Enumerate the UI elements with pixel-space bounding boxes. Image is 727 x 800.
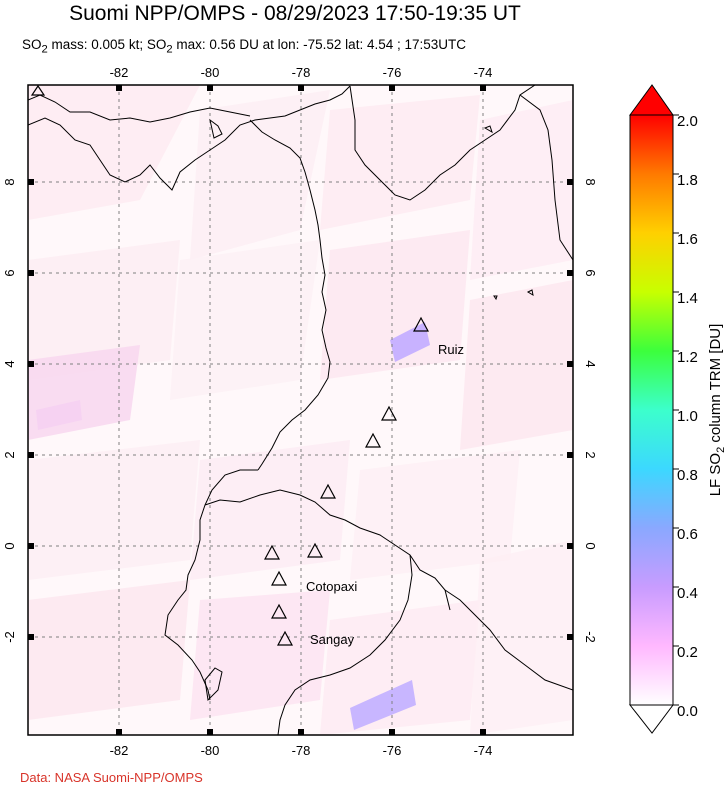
lon-tick-label: -80 — [201, 65, 220, 80]
colorbar-gradient — [629, 114, 674, 706]
volcano-marker — [306, 542, 324, 558]
axis-tick-marks — [28, 85, 573, 735]
colorbar-label-text: column TRM [DU] — [707, 324, 724, 447]
colorbar-label: LF SO2 column TRM [DU] — [707, 324, 727, 497]
volcano-marker — [319, 483, 337, 499]
volcano-marker — [380, 405, 398, 421]
lat-tick-label: 2 — [583, 451, 598, 458]
lon-tick-label: -78 — [292, 65, 311, 80]
lat-tick-label: 8 — [2, 178, 17, 185]
colorbar-tick-label: 0.0 — [677, 703, 698, 720]
so2-swath-south — [350, 680, 416, 730]
volcano-marker-ruiz — [412, 316, 430, 332]
colorbar-tick-label: 1.0 — [677, 408, 698, 425]
volcano-marker-cotopaxi — [270, 570, 288, 586]
so2-swath-west — [36, 400, 82, 430]
lon-tick-label: -76 — [383, 65, 402, 80]
lat-tick-label: 2 — [2, 451, 17, 458]
subtitle-subscript: 2 — [166, 43, 173, 56]
colorbar-tick-label: 1.4 — [677, 290, 698, 307]
lat-labels-left: 8 6 4 2 0 -2 — [2, 178, 17, 642]
lon-tick-label: -78 — [292, 743, 311, 758]
lon-tick-label: -82 — [110, 743, 129, 758]
volcano-marker-sangay — [276, 630, 294, 646]
colorbar-tick-label: 0.6 — [677, 526, 698, 543]
colorbar-tick-label: 0.4 — [677, 585, 698, 602]
map-grid — [28, 85, 573, 735]
colorbar-tick-labels: 2.0 1.8 1.6 1.4 1.2 1.0 0.8 0.6 0.4 0.2 … — [677, 113, 698, 720]
volcano-label-sangay: Sangay — [310, 632, 355, 647]
volcano-markers — [30, 84, 430, 646]
lon-labels-bottom: -82 -80 -78 -76 -74 — [110, 743, 493, 758]
lon-tick-label: -76 — [383, 743, 402, 758]
colorbar: 2.0 1.8 1.6 1.4 1.2 1.0 0.8 0.6 0.4 0.2 … — [628, 84, 727, 734]
map-title: Suomi NPP/OMPS - 08/29/2023 17:50-19:35 … — [69, 2, 521, 25]
lat-tick-label: -2 — [583, 631, 598, 643]
subtitle-text: max: 0.56 DU at lon: -75.52 lat: 4.54 ; … — [172, 37, 466, 52]
colorbar-label-subscript: 2 — [715, 447, 727, 453]
map-panel: Ruiz Cotopaxi Sangay — [27, 84, 574, 736]
colorbar-tick-label: 1.2 — [677, 349, 698, 366]
volcano-marker — [263, 544, 281, 560]
lat-tick-label: 6 — [583, 269, 598, 276]
coastlines — [28, 85, 573, 735]
so2-highlight-swaths — [36, 322, 430, 730]
colorbar-tick-label: 0.8 — [677, 467, 698, 484]
lat-tick-label: 4 — [583, 360, 598, 367]
colorbar-label-text: LF SO — [707, 453, 724, 496]
subtitle-subscript: 2 — [41, 43, 48, 56]
data-credit: Data: NASA Suomi-NPP/OMPS — [20, 770, 203, 785]
lon-tick-label: -74 — [474, 65, 493, 80]
lon-labels-top: -82 -80 -78 -76 -74 — [110, 65, 493, 80]
lat-tick-label: 4 — [2, 360, 17, 367]
lat-tick-label: 8 — [583, 178, 598, 185]
lon-tick-label: -82 — [110, 65, 129, 80]
colorbar-top-arrow — [629, 84, 674, 116]
colorbar-tick-label: 0.2 — [677, 644, 698, 661]
colorbar-bottom-arrow — [628, 704, 674, 734]
volcano-marker — [30, 84, 46, 96]
so2-swath-ruiz — [390, 322, 430, 362]
colorbar-tick-label: 2.0 — [677, 113, 698, 130]
colorbar-tick-label: 1.8 — [677, 172, 698, 189]
lat-tick-label: 6 — [2, 269, 17, 276]
lat-tick-label: 0 — [2, 542, 17, 549]
lat-labels-right: 8 6 4 2 0 -2 — [583, 178, 598, 642]
subtitle-text: mass: 0.005 kt; SO — [47, 37, 167, 52]
lat-tick-label: -2 — [2, 631, 17, 643]
map-subtitle: SO2 mass: 0.005 kt; SO2 max: 0.56 DU at … — [22, 37, 466, 56]
volcano-label-cotopaxi: Cotopaxi — [306, 579, 357, 594]
colorbar-ticks — [673, 114, 679, 706]
so2-background-swaths — [28, 85, 573, 735]
subtitle-text: SO — [22, 37, 42, 52]
volcano-label-ruiz: Ruiz — [438, 342, 464, 357]
lon-tick-label: -74 — [474, 743, 493, 758]
lon-tick-label: -80 — [201, 743, 220, 758]
colorbar-tick-label: 1.6 — [677, 231, 698, 248]
lat-tick-label: 0 — [583, 542, 598, 549]
volcano-marker — [364, 432, 382, 448]
volcano-marker — [270, 603, 288, 619]
